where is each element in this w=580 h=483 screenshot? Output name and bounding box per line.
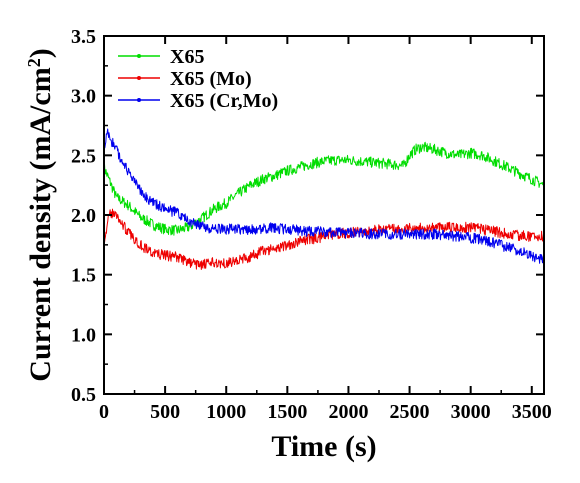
y-tick-label: 3.5	[71, 26, 96, 48]
x-tick-label: 1000	[206, 401, 246, 423]
y-tick-label: 1.5	[71, 265, 96, 287]
y-tick-label: 1.0	[71, 324, 96, 346]
y-axis-title-close: )	[24, 48, 57, 58]
y-tick-label: 2.0	[71, 205, 96, 227]
series-line	[103, 141, 545, 236]
x-tick-label: 3500	[512, 401, 552, 423]
x-tick-label: 0	[99, 401, 109, 423]
y-tick-label: 0.5	[71, 384, 96, 406]
y-axis-title: Current density (mA/cm2)	[24, 48, 57, 381]
x-tick-label: 3000	[451, 401, 491, 423]
x-tick-label: 1500	[267, 401, 307, 423]
y-axis-title-superscript: 2	[24, 58, 44, 67]
x-axis-title: Time (s)	[271, 430, 376, 463]
svg-text:Current density (mA/cm2): Current density (mA/cm2)	[24, 48, 57, 381]
y-tick-label: 2.5	[71, 145, 96, 167]
series-line	[103, 128, 545, 264]
legend-label: X65 (Mo)	[170, 68, 252, 90]
ticks-layer: 0 500 1000 1500 2000 2500 3000 3500 0.5 1.0 1.5 2.0…	[71, 26, 552, 423]
legend-marker	[137, 98, 141, 102]
x-tick-label: 2500	[390, 401, 430, 423]
legend-marker	[137, 54, 141, 58]
legend-marker	[137, 76, 141, 80]
y-axis-title-main: Current density (mA/cm	[24, 67, 57, 381]
series-layer	[103, 128, 545, 270]
legend-label: X65 (Cr,Mo)	[170, 90, 278, 112]
x-tick-label: 500	[150, 401, 180, 423]
y-tick-label: 3.0	[71, 86, 96, 108]
series-line	[103, 208, 545, 270]
x-tick-label: 2000	[328, 401, 368, 423]
legend-label: X65	[170, 46, 204, 68]
